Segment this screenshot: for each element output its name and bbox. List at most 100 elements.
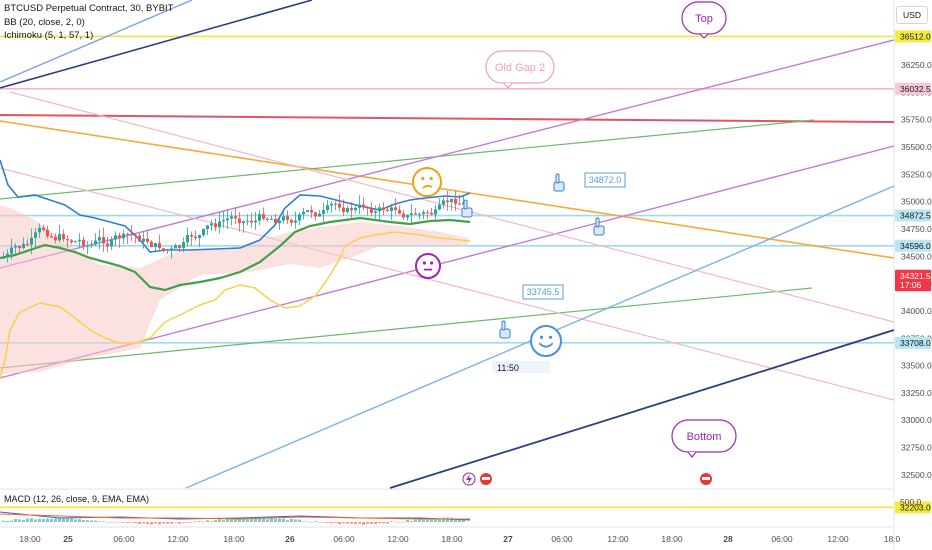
price-label-4: 34321.5 [900, 271, 931, 281]
candle-body [62, 234, 65, 240]
candle-body [158, 243, 161, 249]
macd-bar [194, 521, 197, 522]
price-box-34872: 34872.0 [589, 175, 622, 185]
time-tick: 12:00 [827, 534, 849, 544]
macd-bar [238, 518, 241, 522]
callout-old-gap-tail [503, 82, 513, 89]
candle-body [22, 243, 25, 248]
callout-bottom-tail [687, 451, 697, 458]
macd-bar [98, 521, 101, 522]
candle-body [450, 198, 453, 203]
macd-bar [130, 522, 133, 523]
candle-body [282, 216, 285, 221]
neutral-face-icon-eye-left [422, 261, 426, 265]
macd-bar [230, 519, 233, 522]
time-tick: 06:00 [113, 534, 135, 544]
us-flag-stripe [482, 477, 490, 480]
candle-body [10, 247, 13, 254]
macd-bar [66, 518, 69, 522]
macd-bar [374, 522, 377, 525]
candle-body [66, 239, 69, 241]
pointing-hand-icon-finger [595, 217, 600, 228]
candle-body [190, 234, 193, 237]
macd-bar [54, 518, 57, 522]
candle-body [322, 210, 325, 214]
macd-bar [22, 519, 25, 522]
macd-bar [462, 518, 465, 522]
price-tick: 36250.0 [901, 60, 932, 70]
candle-body [270, 218, 273, 220]
candle-body [226, 218, 229, 221]
price-box-33745: 33745.5 [527, 287, 560, 297]
macd-bar [318, 521, 321, 523]
macd-bar [174, 522, 177, 523]
neutral-face-icon [415, 253, 441, 279]
pointing-hand-icon [499, 328, 511, 339]
macd-bar [398, 522, 401, 523]
candle-body [118, 235, 121, 239]
macd-bar [282, 518, 285, 522]
macd-bar [274, 518, 277, 522]
price-label-bg-2 [895, 209, 931, 222]
candle-body [146, 238, 149, 242]
candle-body [222, 220, 225, 222]
macd-bar [142, 522, 145, 524]
macd-bar [446, 517, 449, 522]
macd-bar [302, 521, 305, 522]
macd-bar [102, 521, 105, 522]
candle-body [102, 237, 105, 244]
macd-bar [94, 520, 97, 522]
candle-body [266, 218, 269, 220]
macd-bar [150, 522, 153, 525]
macd-bar [58, 518, 61, 522]
macd-bar [458, 518, 461, 522]
macd-bar [18, 519, 21, 522]
candle-body [258, 214, 261, 221]
macd-bar [154, 522, 157, 524]
macd-bar [170, 522, 173, 524]
candle-body [90, 244, 93, 246]
macd-bar [234, 519, 237, 522]
candle-body [350, 207, 353, 211]
candle-body [302, 211, 305, 215]
ichimoku-cloud [0, 205, 468, 374]
candle-body [86, 245, 89, 247]
macd-bar [386, 522, 389, 524]
candle-body [290, 219, 293, 223]
time-tick: 12:00 [387, 534, 409, 544]
macd-bar [118, 521, 121, 523]
candle-body [374, 211, 377, 213]
candle-body [330, 203, 333, 206]
macd-bar [178, 522, 181, 524]
macd-bar [202, 521, 205, 523]
pointing-hand-icon-finger [501, 320, 506, 331]
price-label-5: 17:06 [900, 280, 922, 290]
price-label-bg-6 [895, 336, 931, 349]
time-box: 11:50 [497, 363, 519, 373]
price-box-33745-box [522, 284, 564, 300]
macd-bar [6, 520, 9, 522]
candle-body [38, 227, 41, 233]
candle-body [26, 243, 29, 245]
price-label-6: 33708.0 [900, 338, 931, 348]
macd-bar [122, 522, 125, 523]
macd-bar [334, 522, 337, 523]
pointing-hand-icon-finger [555, 173, 560, 184]
time-tick: 06:00 [551, 534, 573, 544]
currency-button[interactable]: USD [896, 6, 928, 24]
price-label-bg-7 [895, 501, 931, 514]
macd-bar [2, 520, 5, 522]
candle-body [394, 207, 397, 210]
smiling-face-icon-eye-right [548, 335, 553, 339]
bollinger-basis [0, 216, 471, 292]
trendline-pink-lower [0, 167, 895, 401]
price-tick: 32500.0 [901, 470, 932, 480]
pointing-hand-icon [593, 225, 605, 236]
price-label-0: 36512.0 [900, 31, 931, 41]
ichimoku-legend: Ichimoku (5, 1, 57, 1) [4, 30, 94, 41]
candle-body [334, 203, 337, 205]
candle-body [94, 240, 97, 245]
candle-body [410, 213, 413, 215]
